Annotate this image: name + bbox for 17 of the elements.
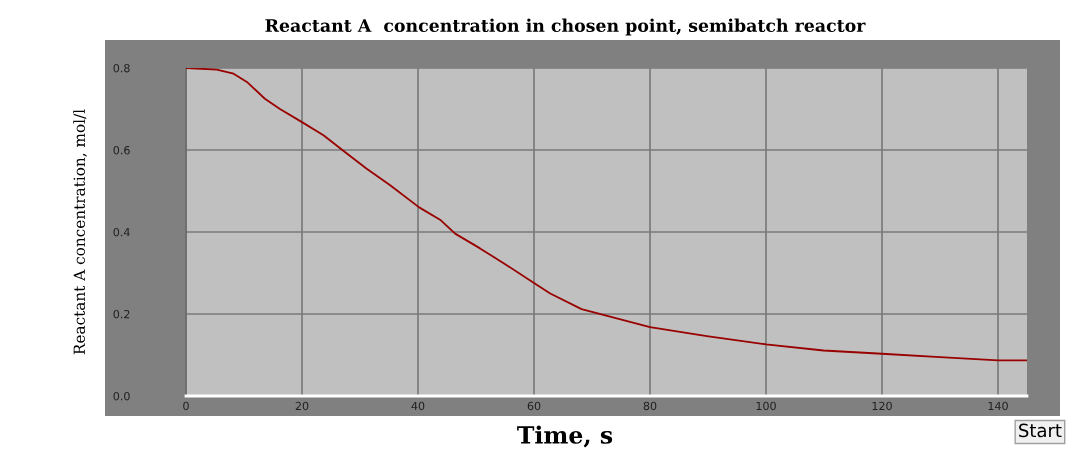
y-tick-label: 0.6 [113, 145, 130, 155]
x-tick-label: 60 [527, 401, 541, 411]
x-axis-title: Time, s [517, 425, 613, 448]
x-tick-label: 80 [643, 401, 657, 411]
y-tick-label: 0.0 [113, 391, 130, 401]
y-axis-title: Reactant A concentration, mol/l [73, 109, 87, 355]
y-tick-label: 0.8 [113, 63, 130, 73]
x-tick-label: 40 [411, 401, 425, 411]
x-tick-label: 20 [295, 401, 309, 411]
x-tick-label: 100 [756, 401, 776, 411]
text: Start [1019, 423, 1062, 438]
chart-title: Reactant A concentration in chosen point, semibatch reactor [265, 18, 866, 36]
y-tick-label: 0.4 [113, 227, 130, 237]
y-tick-label: 0.2 [113, 309, 130, 319]
x-tick-label: 140 [988, 401, 1008, 411]
x-tick-label: 0 [183, 401, 189, 411]
x-tick-label: 120 [872, 401, 892, 411]
